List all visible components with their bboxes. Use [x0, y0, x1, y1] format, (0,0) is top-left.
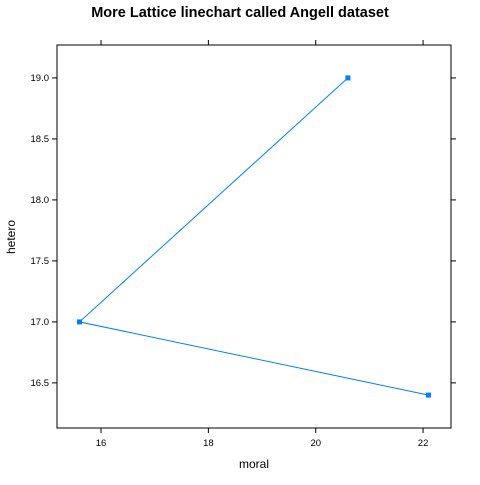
series-layer [77, 75, 431, 398]
data-point [426, 392, 431, 398]
y-axis-ticks: 16.5 17.0 17.5 18.0 18.5 19.0 [31, 73, 456, 389]
series-line [78, 77, 429, 396]
y-tick-label: 16.5 [31, 378, 50, 389]
y-tick-label: 17.5 [31, 256, 50, 267]
x-axis-ticks: 16 18 20 22 [96, 40, 429, 449]
data-point [77, 319, 82, 325]
plot-frame [56, 44, 452, 429]
x-axis-label: moral [239, 457, 269, 471]
y-tick-label: 18.5 [31, 134, 50, 145]
x-tick-label: 16 [96, 438, 107, 449]
x-tick-label: 20 [310, 438, 321, 449]
y-axis-label: hetero [4, 220, 18, 254]
chart-title: More Lattice linechart called Angell dat… [91, 5, 389, 21]
y-tick-label: 17.0 [31, 317, 50, 328]
y-tick-label: 18.0 [31, 195, 50, 206]
y-tick-label: 19.0 [31, 73, 50, 84]
x-tick-label: 22 [418, 438, 429, 449]
x-tick-label: 18 [203, 438, 214, 449]
data-point [345, 75, 351, 81]
